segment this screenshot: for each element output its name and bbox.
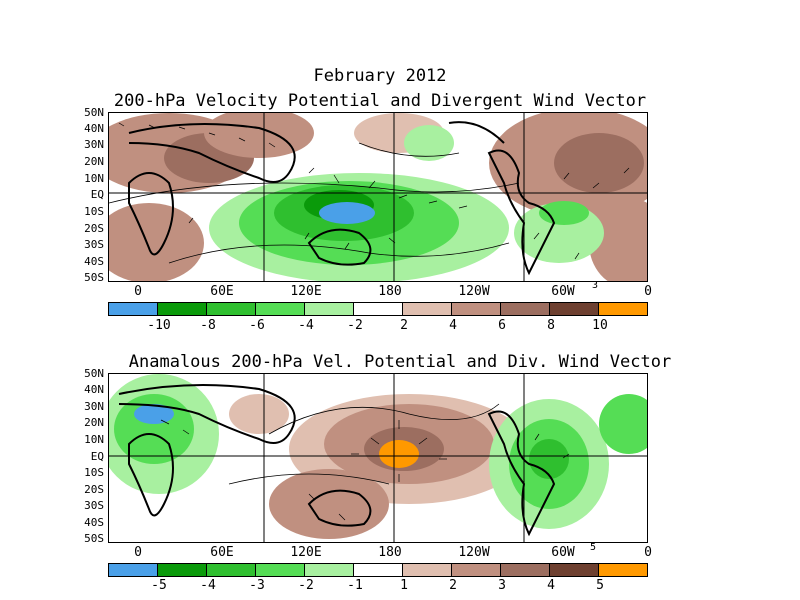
bottom-lat-label: 30S (84, 499, 104, 512)
bottom-lat-label: 40S (84, 516, 104, 529)
top-colorbar-label: 10 (592, 318, 608, 333)
bottom-map-coastlines (118, 384, 556, 537)
bottom-lon-label: 60W (551, 545, 575, 560)
top-colorbar-label: -10 (147, 318, 171, 333)
top-map-panel (108, 112, 648, 282)
top-lat-label: 10S (84, 205, 104, 218)
top-colorbar-swatch (256, 303, 305, 315)
bottom-lon-label: 120W (458, 545, 490, 560)
top-map-coastlines (128, 121, 556, 276)
bottom-colorbar-swatch (109, 564, 158, 576)
bottom-map-vectors (160, 419, 570, 521)
bottom-lon-label: 120E (290, 545, 322, 560)
top-lat-label: 50S (84, 271, 104, 284)
bottom-colorbar (108, 563, 648, 577)
bottom-colorbar-label: -5 (151, 578, 167, 593)
bottom-colorbar-label: -2 (298, 578, 314, 593)
bottom-colorbar-label: 1 (400, 578, 408, 593)
top-colorbar-swatch (403, 303, 452, 315)
top-colorbar-swatch (305, 303, 354, 315)
bottom-colorbar-label: -3 (249, 578, 265, 593)
bottom-lon-label: 0 (644, 545, 652, 560)
bottom-lat-label: 50N (84, 367, 104, 380)
bottom-colorbar-label: 5 (596, 578, 604, 593)
top-colorbar-swatch (207, 303, 256, 315)
top-colorbar-swatch (550, 303, 599, 315)
top-lon-label: 120W (458, 284, 490, 299)
bottom-lat-label: 50S (84, 532, 104, 545)
bottom-lon-label: 0 (134, 545, 142, 560)
bottom-colorbar-swatch (305, 564, 354, 576)
top-colorbar-label: 2 (400, 318, 408, 333)
top-colorbar-swatch (109, 303, 158, 315)
top-lon-label: 0 (134, 284, 142, 299)
bottom-vector-reference: 5 (590, 542, 597, 553)
top-colorbar-swatch (452, 303, 501, 315)
top-colorbar-swatch (501, 303, 550, 315)
bottom-lon-label: 180 (378, 545, 402, 560)
top-lat-label: 40S (84, 255, 104, 268)
bottom-colorbar-label: -1 (347, 578, 363, 593)
bottom-colorbar-swatch (158, 564, 207, 576)
top-colorbar-label: -4 (298, 318, 314, 333)
bottom-colorbar-swatch (354, 564, 403, 576)
top-map-shading (109, 113, 647, 281)
bottom-title: Anamalous 200-hPa Vel. Potential and Div… (128, 352, 672, 372)
top-map-graphic (109, 113, 647, 281)
top-lat-label: 30N (84, 138, 104, 151)
bottom-map-panel (108, 373, 648, 543)
top-colorbar-swatch (158, 303, 207, 315)
bottom-lat-label: 40N (84, 383, 104, 396)
bottom-colorbar-swatch (452, 564, 501, 576)
bottom-colorbar-swatch (599, 564, 647, 576)
top-lat-label: 40N (84, 122, 104, 135)
top-lon-label: 60W (551, 284, 575, 299)
bottom-lat-label: EQ (90, 450, 104, 463)
bottom-colorbar-label: 2 (449, 578, 457, 593)
top-colorbar-label: -2 (347, 318, 363, 333)
top-map-contours (109, 142, 520, 264)
bottom-colorbar-swatch (501, 564, 550, 576)
top-colorbar-label: 6 (498, 318, 506, 333)
bottom-lat-label: 20N (84, 416, 104, 429)
top-lon-label: 120E (290, 284, 322, 299)
top-lon-label: 60E (210, 284, 234, 299)
bottom-lat-label: 30N (84, 400, 104, 413)
top-lat-label: 20N (84, 155, 104, 168)
top-title-field: 200-hPa Velocity Potential and Divergent… (113, 91, 647, 111)
top-lat-label: 30S (84, 238, 104, 251)
bottom-colorbar-label: 4 (547, 578, 555, 593)
top-colorbar-label: 8 (547, 318, 555, 333)
top-lon-label: 0 (644, 284, 652, 299)
bottom-lat-label: 20S (84, 483, 104, 496)
top-vector-reference: 3 (592, 280, 599, 291)
bottom-lat-label: 10N (84, 433, 104, 446)
top-lon-label: 180 (378, 284, 402, 299)
top-colorbar-label: 4 (449, 318, 457, 333)
top-map-vectors (118, 122, 630, 260)
top-lat-label: 20S (84, 222, 104, 235)
top-colorbar (108, 302, 648, 316)
bottom-colorbar-label: -4 (200, 578, 216, 593)
bottom-lat-label: 10S (84, 466, 104, 479)
bottom-colorbar-swatch (403, 564, 452, 576)
top-lat-label: EQ (90, 188, 104, 201)
top-lat-label: 50N (84, 106, 104, 119)
bottom-colorbar-swatch (256, 564, 305, 576)
bottom-colorbar-swatch (550, 564, 599, 576)
top-colorbar-label: -8 (200, 318, 216, 333)
bottom-colorbar-swatch (207, 564, 256, 576)
top-colorbar-label: -6 (249, 318, 265, 333)
bottom-colorbar-label: 3 (498, 578, 506, 593)
top-lat-label: 10N (84, 172, 104, 185)
bottom-map-grid (109, 374, 647, 542)
bottom-map-graphic (109, 374, 647, 542)
top-title-month: February 2012 (313, 66, 447, 86)
bottom-map-contours (228, 403, 500, 485)
bottom-lon-label: 60E (210, 545, 234, 560)
top-colorbar-swatch (354, 303, 403, 315)
top-colorbar-swatch (599, 303, 647, 315)
